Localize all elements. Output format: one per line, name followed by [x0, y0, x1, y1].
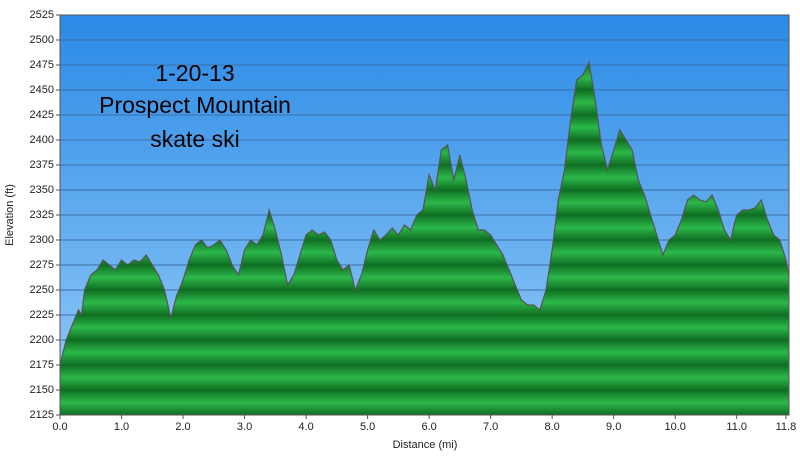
- x-tick-label: 9.0: [606, 421, 621, 433]
- y-tick-label: 2150: [30, 384, 54, 396]
- annotation: 1-20-13: [155, 60, 234, 86]
- y-tick-label: 2200: [30, 334, 54, 346]
- x-tick-label: 1.0: [114, 421, 129, 433]
- y-tick-label: 2475: [30, 59, 54, 71]
- y-tick-label: 2425: [30, 109, 54, 121]
- y-tick-label: 2400: [30, 134, 54, 146]
- y-tick-label: 2275: [30, 259, 54, 271]
- x-tick-label: 3.0: [237, 421, 252, 433]
- y-tick-label: 2500: [30, 34, 54, 46]
- x-tick-label: 11.8: [776, 421, 797, 433]
- x-tick-label: 2.0: [175, 421, 190, 433]
- y-tick-label: 2325: [30, 209, 54, 221]
- y-tick-label: 2300: [30, 234, 54, 246]
- elevation-line: [59, 59, 790, 366]
- x-tick-label: 5.0: [360, 421, 375, 433]
- y-tick-label: 2225: [30, 309, 54, 321]
- x-tick-label: 10.0: [664, 421, 685, 433]
- y-tick-label: 2450: [30, 84, 54, 96]
- x-tick-label: 6.0: [421, 421, 436, 433]
- x-axis-label: Distance (mi): [393, 439, 458, 451]
- y-tick-label: 2350: [30, 184, 54, 196]
- annotation: Prospect Mountain: [99, 92, 291, 118]
- x-tick-label: 4.0: [298, 421, 313, 433]
- elevation-area: [60, 62, 789, 415]
- x-tick-label: 7.0: [483, 421, 498, 433]
- x-tick-label: 8.0: [545, 421, 560, 433]
- annotation: skate ski: [150, 126, 239, 152]
- x-tick-label: 0.0: [52, 421, 67, 433]
- y-tick-label: 2250: [30, 284, 54, 296]
- y-tick-label: 2125: [30, 409, 54, 421]
- y-tick-label: 2375: [30, 159, 54, 171]
- x-tick-label: 11.0: [726, 421, 747, 433]
- y-tick-label: 2175: [30, 359, 54, 371]
- y-tick-label: 2525: [30, 9, 54, 21]
- y-axis-label: Elevation (ft): [4, 184, 16, 246]
